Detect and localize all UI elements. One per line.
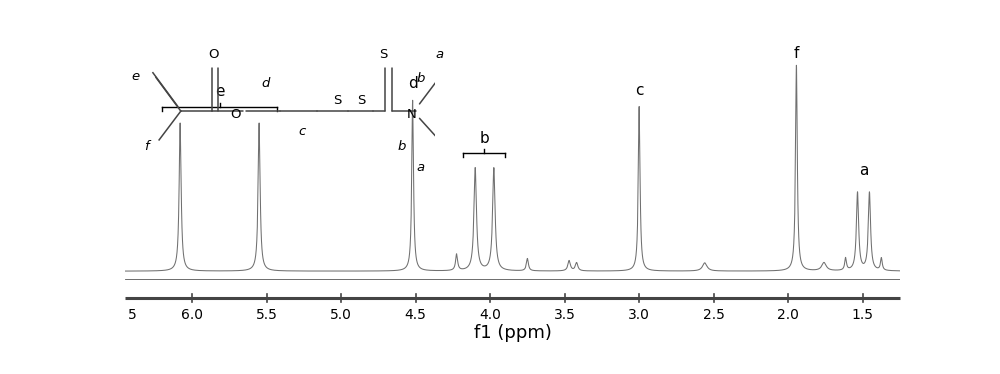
Text: 2.0: 2.0 bbox=[777, 308, 799, 322]
Text: 5: 5 bbox=[128, 308, 137, 322]
Text: 2.5: 2.5 bbox=[703, 308, 725, 322]
Text: b: b bbox=[479, 131, 489, 146]
Text: c: c bbox=[635, 83, 643, 98]
Text: d: d bbox=[408, 76, 418, 91]
Text: f: f bbox=[794, 46, 799, 61]
Text: 5.0: 5.0 bbox=[330, 308, 352, 322]
Text: 3.5: 3.5 bbox=[554, 308, 576, 322]
Text: 1.5: 1.5 bbox=[852, 308, 874, 322]
Text: e: e bbox=[215, 85, 224, 99]
Text: f1 (ppm): f1 (ppm) bbox=[474, 324, 551, 341]
Text: 4.5: 4.5 bbox=[405, 308, 427, 322]
Text: 3.0: 3.0 bbox=[628, 308, 650, 322]
Text: 6.0: 6.0 bbox=[181, 308, 203, 322]
Text: 5.5: 5.5 bbox=[256, 308, 278, 322]
Text: a: a bbox=[860, 163, 869, 178]
Text: 4.0: 4.0 bbox=[479, 308, 501, 322]
